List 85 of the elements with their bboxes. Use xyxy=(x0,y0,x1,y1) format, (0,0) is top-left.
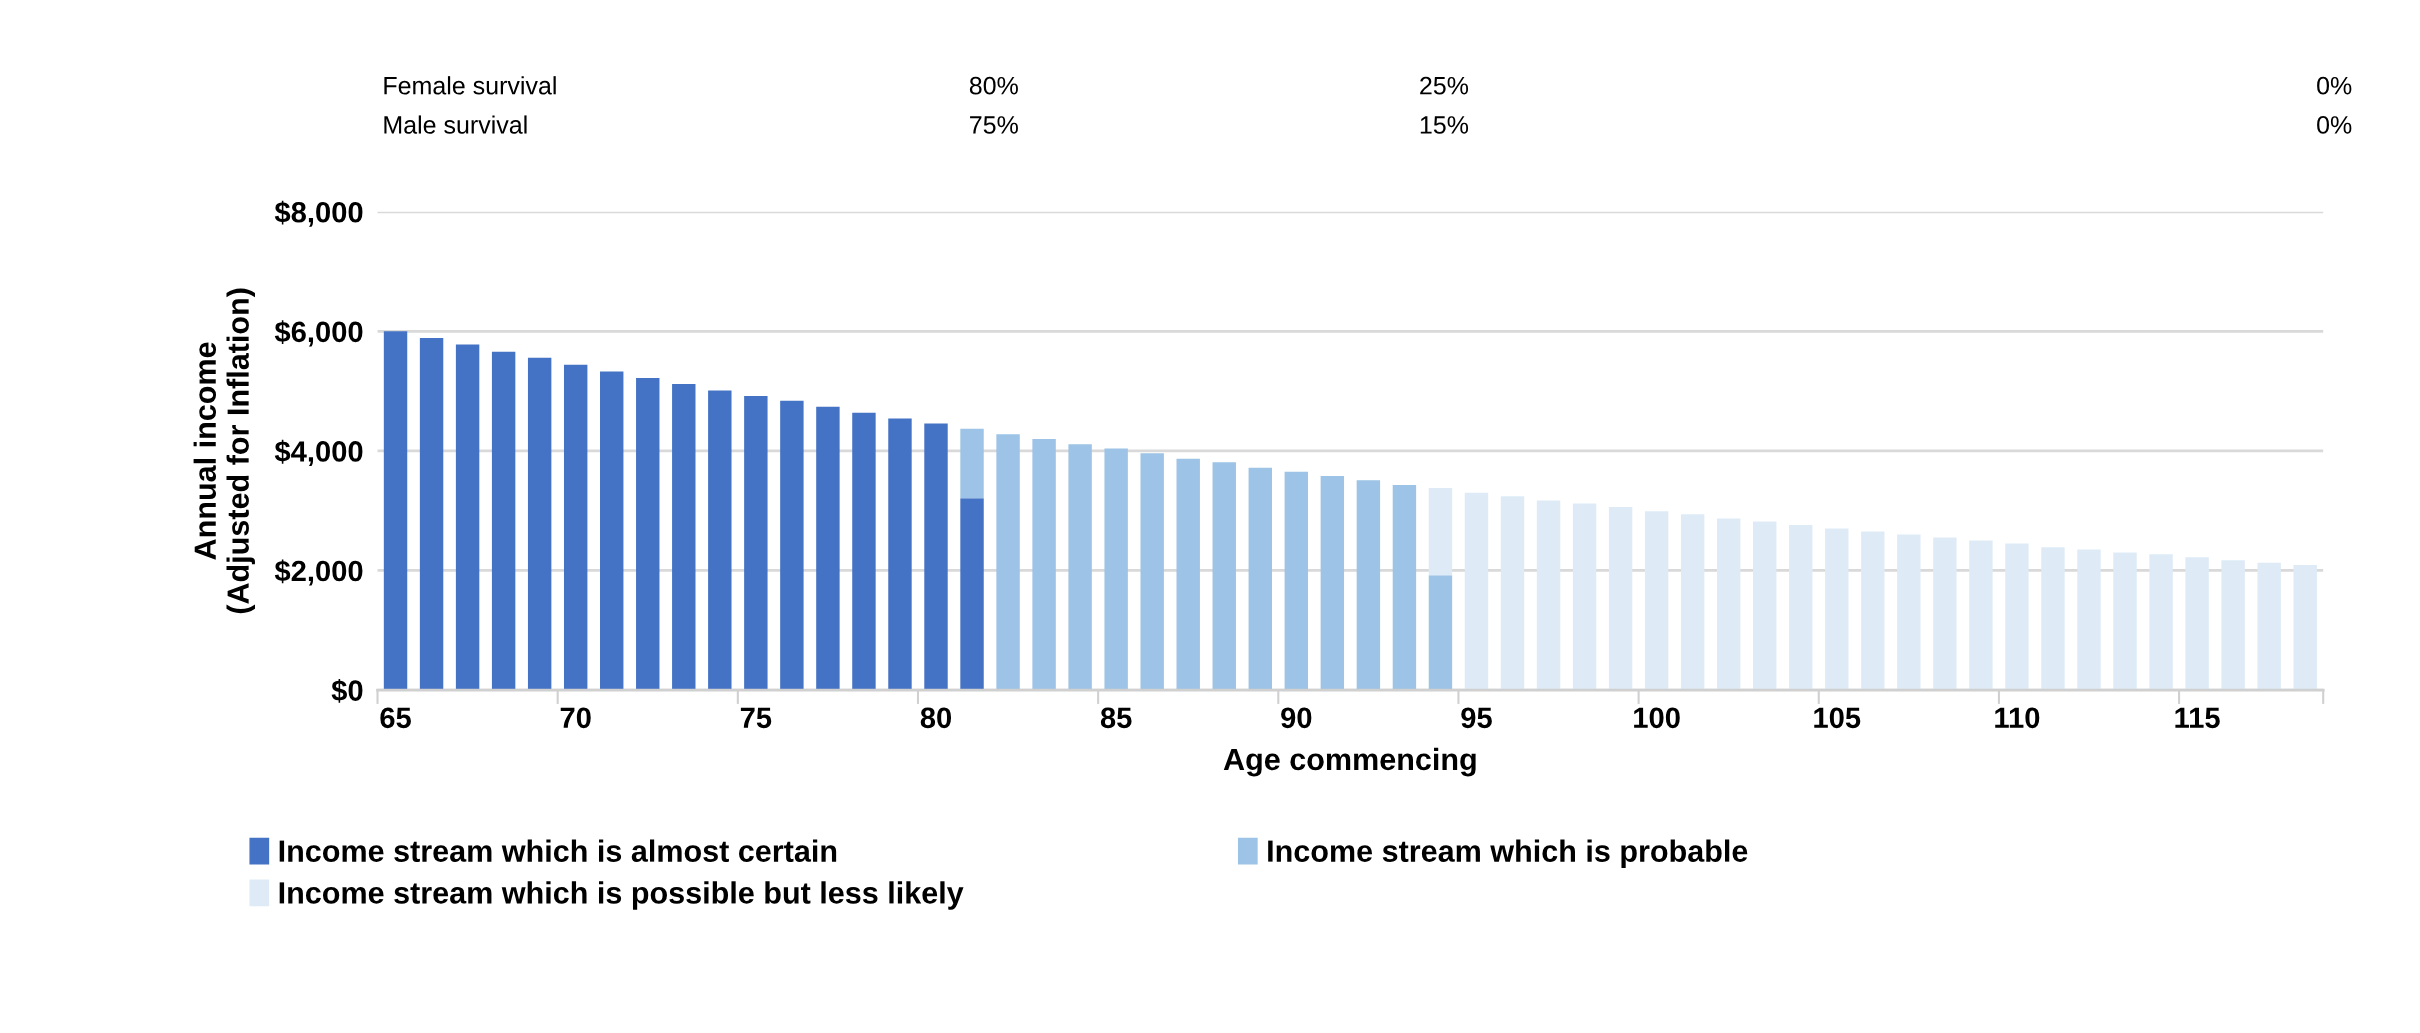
bar xyxy=(1428,487,1453,576)
bar xyxy=(636,377,660,691)
bar xyxy=(2041,547,2065,691)
bar xyxy=(1140,453,1164,691)
bar xyxy=(1969,540,1993,691)
bar xyxy=(780,400,804,691)
legend-label: Income stream which is probable xyxy=(1268,839,1748,868)
bar xyxy=(1284,471,1309,691)
y-axis-title: Annual income (Adjusted for Inflation) xyxy=(193,288,255,614)
bar xyxy=(1536,500,1561,691)
bar xyxy=(996,434,1020,691)
bar xyxy=(2005,543,2029,691)
bar xyxy=(491,351,516,691)
bar xyxy=(708,390,732,691)
bar xyxy=(419,337,444,691)
bar xyxy=(2149,554,2173,691)
y-tick-label: $4,000 xyxy=(274,439,363,466)
x-tick-label: 105 xyxy=(1814,707,1861,729)
bar xyxy=(1104,448,1128,691)
bar xyxy=(1428,575,1453,691)
bar xyxy=(2185,557,2209,691)
text: 15% xyxy=(1420,116,1469,134)
bar xyxy=(1248,467,1272,691)
text: 0% xyxy=(2317,76,2352,95)
bar xyxy=(455,344,480,691)
y-tick-label: $6,000 xyxy=(274,320,363,347)
y-tick-label: $8,000 xyxy=(274,200,363,227)
bar xyxy=(2257,562,2281,691)
bar xyxy=(960,428,984,499)
x-tick-label: 85 xyxy=(1100,707,1132,729)
bar xyxy=(924,423,948,691)
y-tick-label: $2,000 xyxy=(274,559,363,586)
bar xyxy=(1897,534,1921,691)
x-tick-label: 70 xyxy=(560,707,591,729)
bar xyxy=(744,395,768,691)
bar xyxy=(600,371,624,691)
bar xyxy=(527,357,552,691)
bar xyxy=(1212,462,1236,691)
bar xyxy=(1392,484,1417,691)
bar xyxy=(1356,480,1381,691)
x-tick-label: 100 xyxy=(1634,707,1680,729)
bar xyxy=(1068,444,1092,691)
text: 0% xyxy=(2317,116,2352,134)
text: Male survival xyxy=(384,115,527,134)
bar xyxy=(1825,528,1849,691)
legend-label: Income stream which is possible but less likely xyxy=(279,881,964,910)
x-tick-label: 110 xyxy=(1995,707,2040,729)
bar xyxy=(1500,496,1525,691)
bar xyxy=(672,383,696,691)
bar xyxy=(1861,531,1885,691)
bar xyxy=(1320,476,1345,691)
x-tick-label: 75 xyxy=(740,707,772,729)
text: 80% xyxy=(969,76,1018,95)
bar xyxy=(2293,565,2317,691)
bar xyxy=(1176,458,1200,691)
bar xyxy=(2113,552,2137,691)
bar xyxy=(1572,503,1597,691)
text: Female survival xyxy=(384,76,556,95)
x-tick-label: 90 xyxy=(1281,707,1312,729)
bar xyxy=(2077,549,2101,691)
text: 75% xyxy=(970,116,1018,134)
x-tick-label: 115 xyxy=(2175,707,2220,729)
bar xyxy=(1789,525,1813,691)
text: 25% xyxy=(1420,76,1469,95)
bar xyxy=(1032,438,1056,691)
bar xyxy=(960,498,984,691)
bar xyxy=(1753,521,1777,691)
x-tick-label: 95 xyxy=(1461,707,1492,729)
bar xyxy=(852,412,876,691)
y-tick-label: $0 xyxy=(331,678,363,703)
bar xyxy=(1464,492,1489,691)
bar xyxy=(383,331,408,691)
x-tick-label: 80 xyxy=(920,707,952,729)
bar xyxy=(1608,507,1633,691)
bar xyxy=(1680,514,1705,691)
x-tick-label: 65 xyxy=(380,707,411,729)
bar xyxy=(1644,511,1669,691)
x-axis-title: Age commencing xyxy=(1223,747,1476,777)
legend-label: Income stream which is almost certain xyxy=(279,839,837,862)
bar xyxy=(888,418,912,691)
bar xyxy=(2221,560,2245,691)
bar xyxy=(1933,537,1957,691)
bar xyxy=(816,406,840,691)
bar xyxy=(563,364,588,691)
bar xyxy=(1716,518,1741,691)
